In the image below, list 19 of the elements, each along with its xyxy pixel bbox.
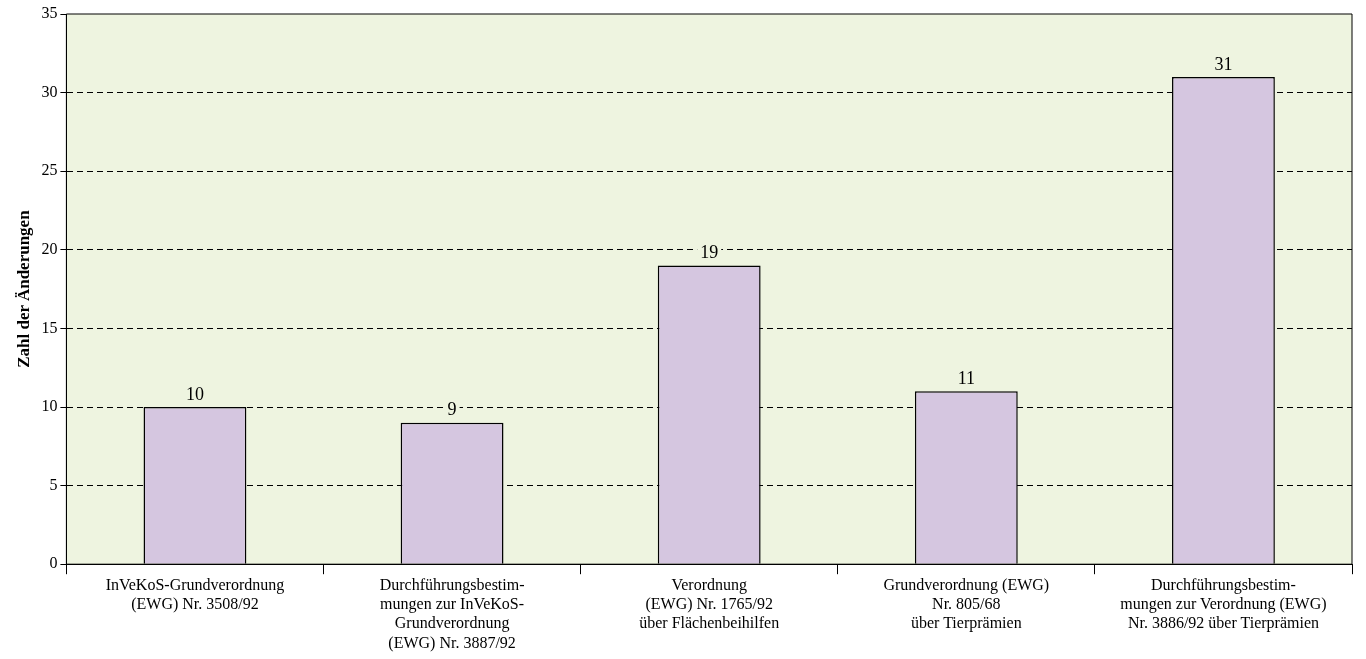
x-tick-label: Durchführungsbestim- mungen zur InVeKoS- Grundverordnung (EWG) Nr. 3887/92 bbox=[379, 576, 525, 652]
data-label: 11 bbox=[957, 368, 975, 389]
data-label: 31 bbox=[1214, 53, 1233, 74]
y-tick-label: 35 bbox=[41, 4, 58, 22]
x-tick-label: Grundverordnung (EWG) Nr. 805/68 über Tierprämien bbox=[883, 576, 1050, 633]
y-tick-label: 10 bbox=[41, 397, 58, 415]
y-tick-label: 25 bbox=[41, 161, 58, 179]
data-label: 10 bbox=[185, 383, 204, 404]
x-tick-label: Verordnung (EWG) Nr. 1765/92 über Flächenbeihilfen bbox=[639, 576, 780, 632]
data-label: 9 bbox=[447, 399, 457, 420]
y-axis-title: Zahl der Änderungen bbox=[13, 209, 33, 368]
data-label: 19 bbox=[700, 242, 719, 263]
y-tick-label: 15 bbox=[41, 318, 58, 336]
x-tick-label: InVeKoS-Grundverordnung (EWG) Nr. 3508/92 bbox=[105, 576, 285, 614]
y-tick-label: 5 bbox=[49, 475, 58, 493]
y-tick-label: 20 bbox=[41, 240, 58, 257]
y-tick-label: 0 bbox=[49, 554, 58, 572]
x-tick-label: Durchführungsbestim- mungen zur Verordnung (EWG) Nr. 3886/92 über Tierprämien bbox=[1120, 576, 1327, 633]
y-tick-label: 30 bbox=[41, 82, 58, 100]
